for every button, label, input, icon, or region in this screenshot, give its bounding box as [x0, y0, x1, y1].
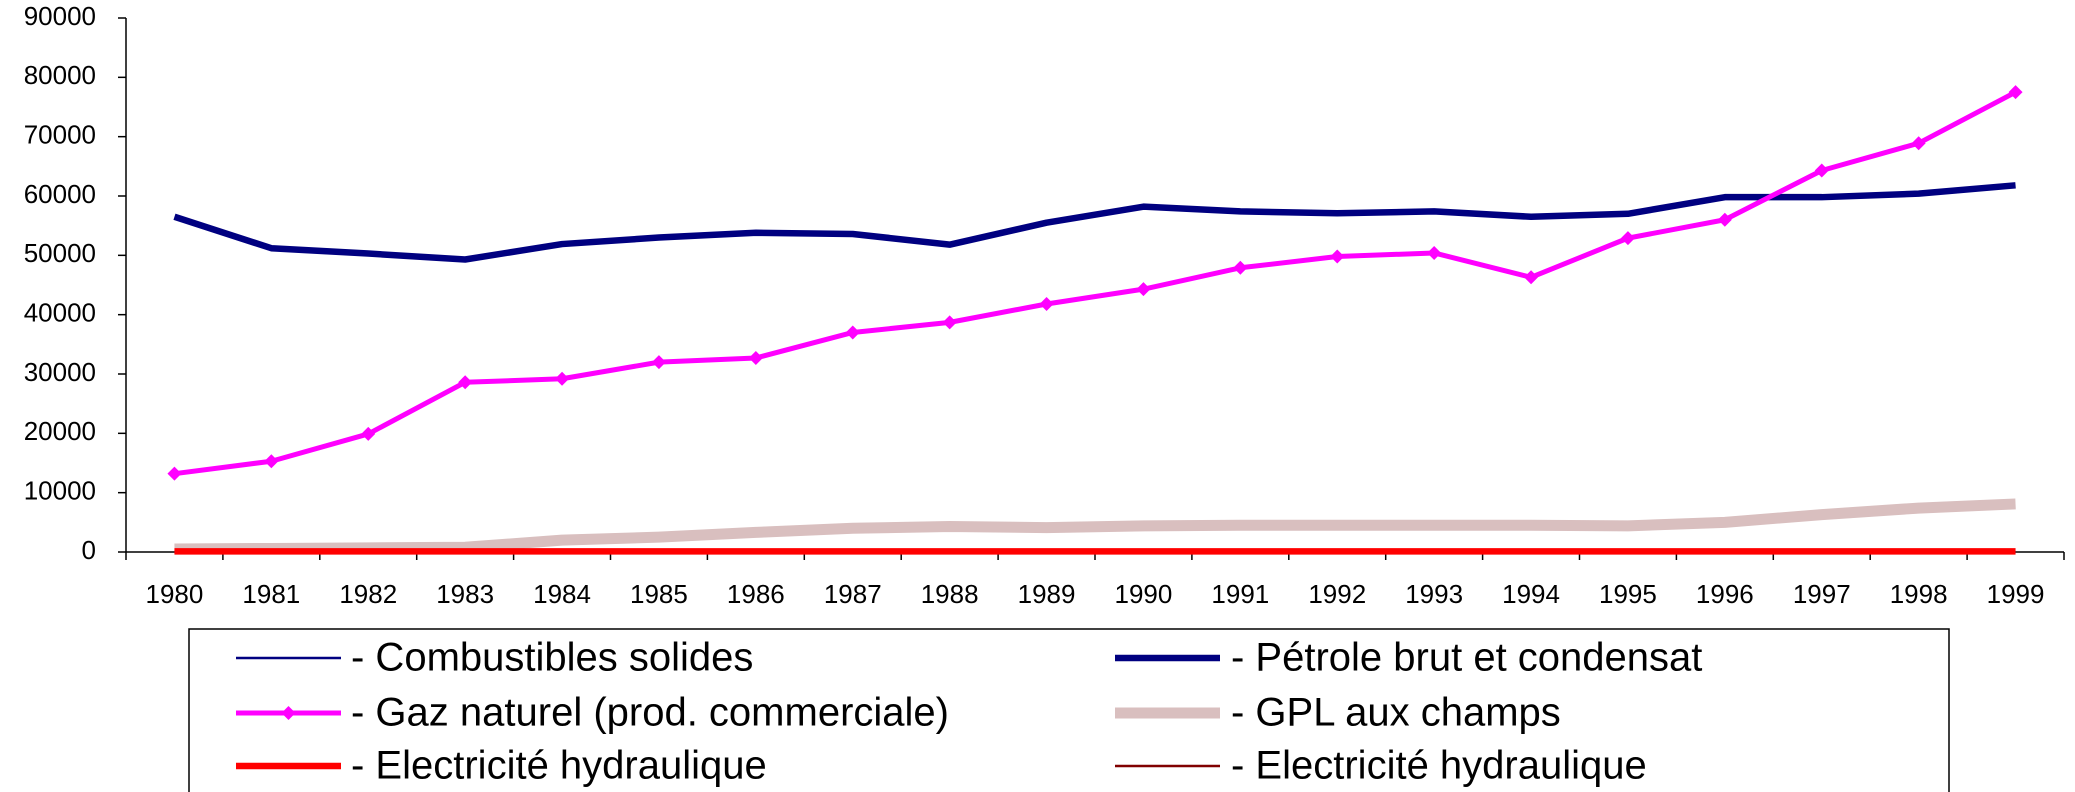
x-tick-label: 1986	[727, 579, 785, 609]
x-tick-label: 1998	[1890, 579, 1948, 609]
series-line	[174, 89, 2017, 477]
legend-label: - Combustibles solides	[351, 636, 753, 680]
x-tick-label: 1985	[630, 579, 688, 609]
point-marker	[167, 466, 182, 481]
legend-label: - Electricité hydraulique	[1231, 744, 1647, 788]
point-marker	[1233, 260, 1248, 275]
point-marker	[748, 350, 763, 365]
point-marker	[942, 315, 957, 330]
x-tick-label: 1991	[1211, 579, 1269, 609]
point-marker	[1814, 163, 1829, 178]
point-marker	[2008, 85, 2023, 100]
x-tick-label: 1987	[824, 579, 882, 609]
point-marker	[1620, 231, 1635, 246]
y-tick-label: 50000	[24, 238, 96, 268]
y-tick-label: 40000	[24, 298, 96, 328]
x-tick-label: 1999	[1987, 579, 2045, 609]
x-tick-label: 1996	[1696, 579, 1754, 609]
point-marker	[555, 371, 570, 386]
x-tick-label: 1984	[533, 579, 591, 609]
point-marker	[264, 454, 279, 469]
point-marker	[1911, 136, 1926, 151]
y-tick-label: 80000	[24, 60, 96, 90]
y-tick-label: 20000	[24, 416, 96, 446]
x-tick-label: 1982	[339, 579, 397, 609]
legend-label: - Electricité hydraulique	[351, 744, 767, 788]
point-marker	[1330, 249, 1345, 264]
y-tick-label: 70000	[24, 120, 96, 150]
legend-label: - Gaz naturel (prod. commerciale)	[351, 691, 949, 735]
legend-label: - Pétrole brut et condensat	[1231, 636, 1702, 680]
x-tick-label: 1990	[1115, 579, 1173, 609]
x-tick-label: 1995	[1599, 579, 1657, 609]
point-marker	[1717, 212, 1732, 227]
x-tick-label: 1992	[1308, 579, 1366, 609]
point-marker	[361, 426, 376, 441]
x-tick-label: 1993	[1405, 579, 1463, 609]
point-marker	[1136, 282, 1151, 297]
x-tick-label: 1983	[436, 579, 494, 609]
series-line	[173, 182, 2016, 263]
y-tick-label: 30000	[24, 357, 96, 387]
x-tick-label: 1997	[1793, 579, 1851, 609]
point-marker	[651, 355, 666, 370]
point-marker	[1427, 245, 1442, 260]
y-tick-label: 10000	[24, 476, 96, 506]
point-marker	[1524, 270, 1539, 285]
point-marker	[1039, 296, 1054, 311]
x-tick-label: 1980	[146, 579, 204, 609]
x-tick-label: 1988	[921, 579, 979, 609]
x-tick-label: 1981	[242, 579, 300, 609]
y-tick-label: 0	[82, 535, 96, 565]
x-tick-label: 1989	[1018, 579, 1076, 609]
series-line	[174, 498, 2016, 555]
legend-label: - GPL aux champs	[1231, 691, 1561, 735]
y-tick-label: 90000	[24, 1, 96, 31]
point-marker	[845, 325, 860, 340]
legend-box	[188, 628, 1950, 792]
x-tick-label: 1994	[1502, 579, 1560, 609]
y-tick-label: 60000	[24, 179, 96, 209]
point-marker	[458, 375, 473, 390]
legend-marker	[281, 706, 296, 720]
